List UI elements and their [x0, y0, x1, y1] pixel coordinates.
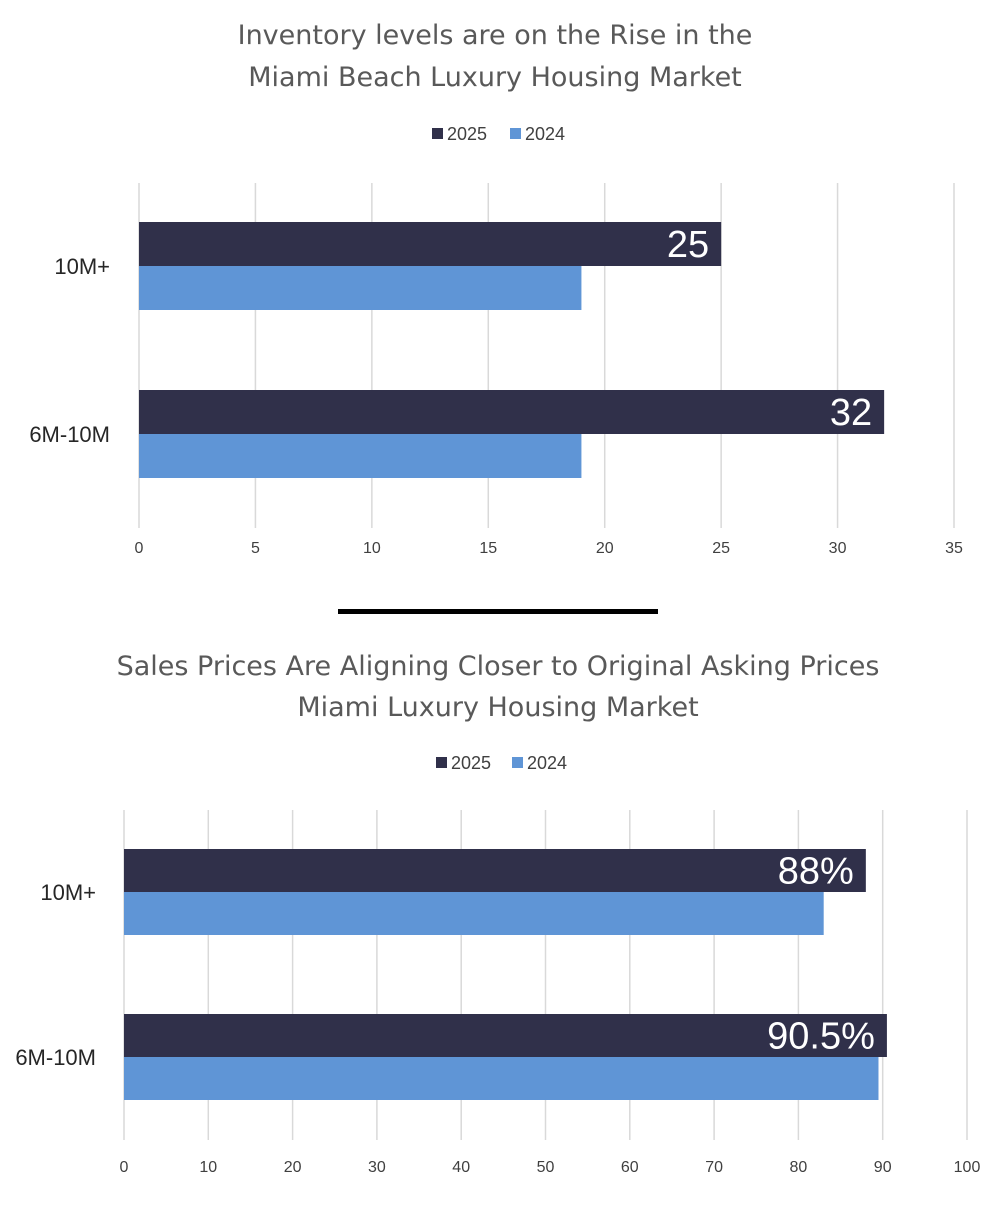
- x-axis-ticks: 0 5 10 15 20 25 30 35: [135, 540, 963, 557]
- chart-title-line-1: Sales Prices Are Aligning Closer to Orig…: [117, 651, 880, 682]
- x-tick-label: 10: [363, 540, 381, 557]
- bar-2025-6M-10M: [124, 1014, 887, 1057]
- category-labels: 10M+ 6M-10M: [29, 254, 110, 447]
- chart-title-line-2: Miami Luxury Housing Market: [297, 692, 698, 723]
- legend-swatch-2024: [512, 757, 523, 768]
- data-label-2025-6M-10M: 90.5%: [767, 1016, 875, 1058]
- legend-swatch-2025: [432, 128, 443, 139]
- chart-title-line-2: Miami Beach Luxury Housing Market: [248, 62, 742, 93]
- category-labels: 10M+ 6M-10M: [15, 880, 96, 1070]
- x-tick-label: 50: [537, 1159, 555, 1176]
- category-label: 6M-10M: [15, 1045, 96, 1070]
- legend-label-2025: 2025: [451, 753, 491, 773]
- legend: 2025 2024: [436, 753, 567, 773]
- x-tick-label: 10: [199, 1159, 217, 1176]
- x-tick-label: 0: [120, 1159, 129, 1176]
- legend-label-2024: 2024: [527, 753, 567, 773]
- legend-swatch-2024: [510, 128, 521, 139]
- data-label-2025-10M+: 25: [667, 224, 709, 266]
- x-tick-label: 30: [368, 1159, 386, 1176]
- bar-2024-10M+: [139, 266, 582, 310]
- bar-2024-6M-10M: [124, 1057, 879, 1100]
- category-label: 6M-10M: [29, 422, 110, 447]
- x-tick-label: 35: [945, 540, 963, 557]
- x-tick-label: 20: [596, 540, 614, 557]
- x-axis-ticks: 0 10 20 30 40 50 60 70 80 90 100: [120, 1159, 981, 1176]
- bar-2025-10M+: [139, 222, 722, 266]
- legend-swatch-2025: [436, 757, 447, 768]
- bar-2025-10M+: [124, 849, 866, 892]
- x-tick-label: 25: [712, 540, 730, 557]
- x-tick-label: 30: [829, 540, 847, 557]
- bar-2024-10M+: [124, 892, 824, 935]
- x-tick-label: 0: [135, 540, 144, 557]
- chart-title-line-1: Inventory levels are on the Rise in the: [238, 20, 753, 51]
- sales-price-chart: Sales Prices Are Aligning Closer to Orig…: [15, 651, 980, 1176]
- legend-label-2025: 2025: [447, 124, 487, 144]
- x-tick-label: 100: [954, 1159, 981, 1176]
- x-tick-label: 70: [705, 1159, 723, 1176]
- bar-2024-6M-10M: [139, 434, 582, 478]
- data-label-2025-10M+: 88%: [778, 851, 854, 893]
- bar-2025-6M-10M: [139, 390, 885, 434]
- legend: 2025 2024: [432, 124, 565, 144]
- category-label: 10M+: [54, 254, 110, 279]
- bars: 25 32: [139, 222, 885, 478]
- x-tick-label: 90: [874, 1159, 892, 1176]
- x-tick-label: 15: [479, 540, 497, 557]
- bars: 88% 90.5%: [124, 849, 887, 1100]
- legend-label-2024: 2024: [525, 124, 565, 144]
- x-tick-label: 20: [284, 1159, 302, 1176]
- inventory-chart: Inventory levels are on the Rise in the …: [29, 20, 963, 557]
- x-tick-label: 5: [251, 540, 260, 557]
- data-label-2025-6M-10M: 32: [830, 392, 872, 434]
- x-tick-label: 40: [452, 1159, 470, 1176]
- category-label: 10M+: [40, 880, 96, 905]
- x-tick-label: 60: [621, 1159, 639, 1176]
- x-tick-label: 80: [790, 1159, 808, 1176]
- section-divider: [338, 609, 658, 614]
